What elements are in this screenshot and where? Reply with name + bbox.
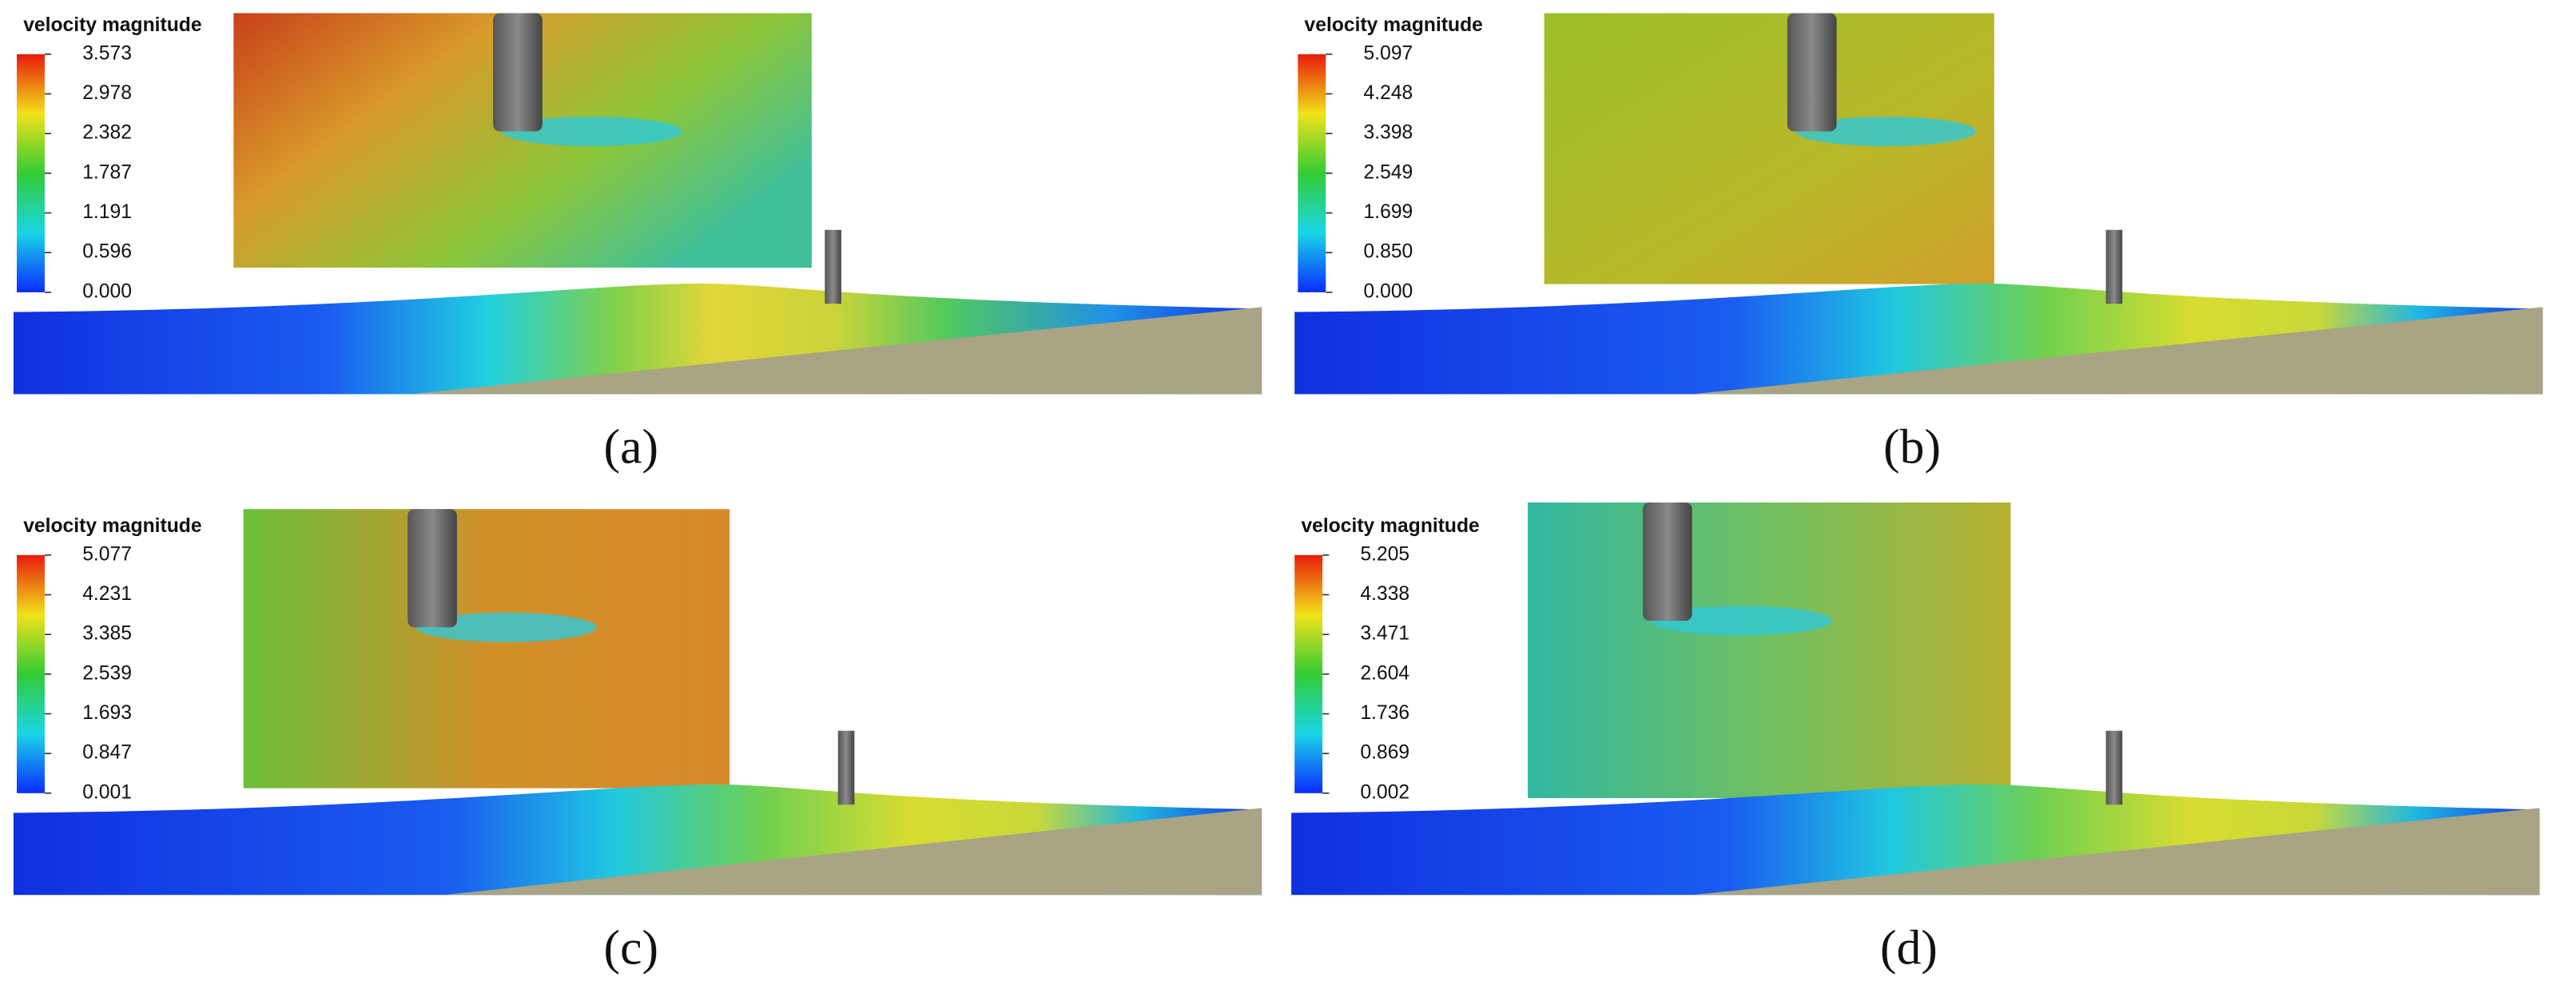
inset-view bbox=[1528, 502, 2011, 798]
tick-label: 3.385 bbox=[82, 623, 132, 645]
tick-label: 4.338 bbox=[1360, 583, 1409, 605]
legend-title: velocity magnitude bbox=[23, 14, 201, 36]
tick-label: 1.787 bbox=[82, 161, 132, 183]
caption: (a) bbox=[604, 419, 658, 474]
tick-label: 0.000 bbox=[82, 280, 132, 302]
wake bbox=[1795, 116, 1977, 146]
colorbar bbox=[17, 54, 45, 292]
legend-title: velocity magnitude bbox=[23, 515, 201, 537]
pile-inset bbox=[1787, 13, 1837, 132]
colorbar bbox=[1294, 554, 1323, 793]
legend-title: velocity magnitude bbox=[1305, 14, 1483, 36]
seabed bbox=[443, 808, 1262, 896]
tick-label: 3.573 bbox=[82, 42, 132, 64]
panel: velocity magnitude 3.573 2.978 2.382 1.787 1.… bbox=[13, 13, 1262, 474]
panel: velocity magnitude 5.097 4.248 3.398 2.549 1.… bbox=[1294, 13, 2543, 474]
caption: (d) bbox=[1880, 920, 1938, 975]
tick-label: 5.205 bbox=[1360, 543, 1409, 565]
wake bbox=[1651, 606, 1832, 636]
tick-label: 2.978 bbox=[82, 82, 132, 104]
tick-label: 4.248 bbox=[1364, 82, 1413, 104]
pile-inset bbox=[493, 13, 543, 132]
pile bbox=[2105, 229, 2123, 304]
pile-inset bbox=[1643, 502, 1692, 621]
tick-label: 0.847 bbox=[82, 742, 132, 764]
inset-view bbox=[243, 509, 730, 789]
tick-label: 0.850 bbox=[1364, 241, 1413, 263]
inset-view bbox=[1544, 13, 1994, 284]
tick-label: 2.539 bbox=[82, 662, 132, 684]
pile-inset bbox=[407, 509, 457, 628]
tick-label: 0.596 bbox=[82, 241, 132, 263]
panel: velocity magnitude 5.077 4.231 3.385 2.539 1.… bbox=[13, 509, 1262, 975]
tick-label: 0.869 bbox=[1360, 742, 1409, 764]
colorbar bbox=[17, 554, 45, 793]
seabed bbox=[1691, 307, 2543, 395]
tick-label: 0.002 bbox=[1360, 781, 1409, 803]
tick-label: 4.231 bbox=[82, 583, 132, 605]
tick-label: 1.191 bbox=[82, 201, 132, 223]
tick-label: 2.382 bbox=[82, 122, 132, 144]
wake bbox=[501, 116, 682, 146]
tick-label: 2.549 bbox=[1364, 161, 1413, 183]
wake bbox=[415, 612, 597, 642]
tick-label: 1.736 bbox=[1360, 702, 1409, 724]
pile bbox=[825, 229, 841, 304]
tick-label: 5.077 bbox=[82, 543, 132, 565]
colorbar bbox=[1298, 54, 1326, 292]
tick-label: 3.398 bbox=[1364, 122, 1413, 144]
tick-label: 0.001 bbox=[82, 781, 132, 803]
tick-label: 1.693 bbox=[82, 702, 132, 724]
caption: (c) bbox=[604, 920, 658, 975]
pile bbox=[2105, 730, 2123, 805]
caption: (b) bbox=[1883, 419, 1941, 474]
tick-label: 0.000 bbox=[1364, 280, 1413, 302]
tick-label: 3.471 bbox=[1360, 623, 1409, 645]
panel: velocity magnitude 5.205 4.338 3.471 2.604 1.… bbox=[1291, 502, 2540, 975]
legend-title: velocity magnitude bbox=[1301, 515, 1479, 537]
tick-label: 5.097 bbox=[1364, 42, 1413, 64]
tick-label: 1.699 bbox=[1364, 201, 1413, 223]
pile bbox=[837, 730, 855, 805]
tick-label: 2.604 bbox=[1360, 662, 1409, 684]
